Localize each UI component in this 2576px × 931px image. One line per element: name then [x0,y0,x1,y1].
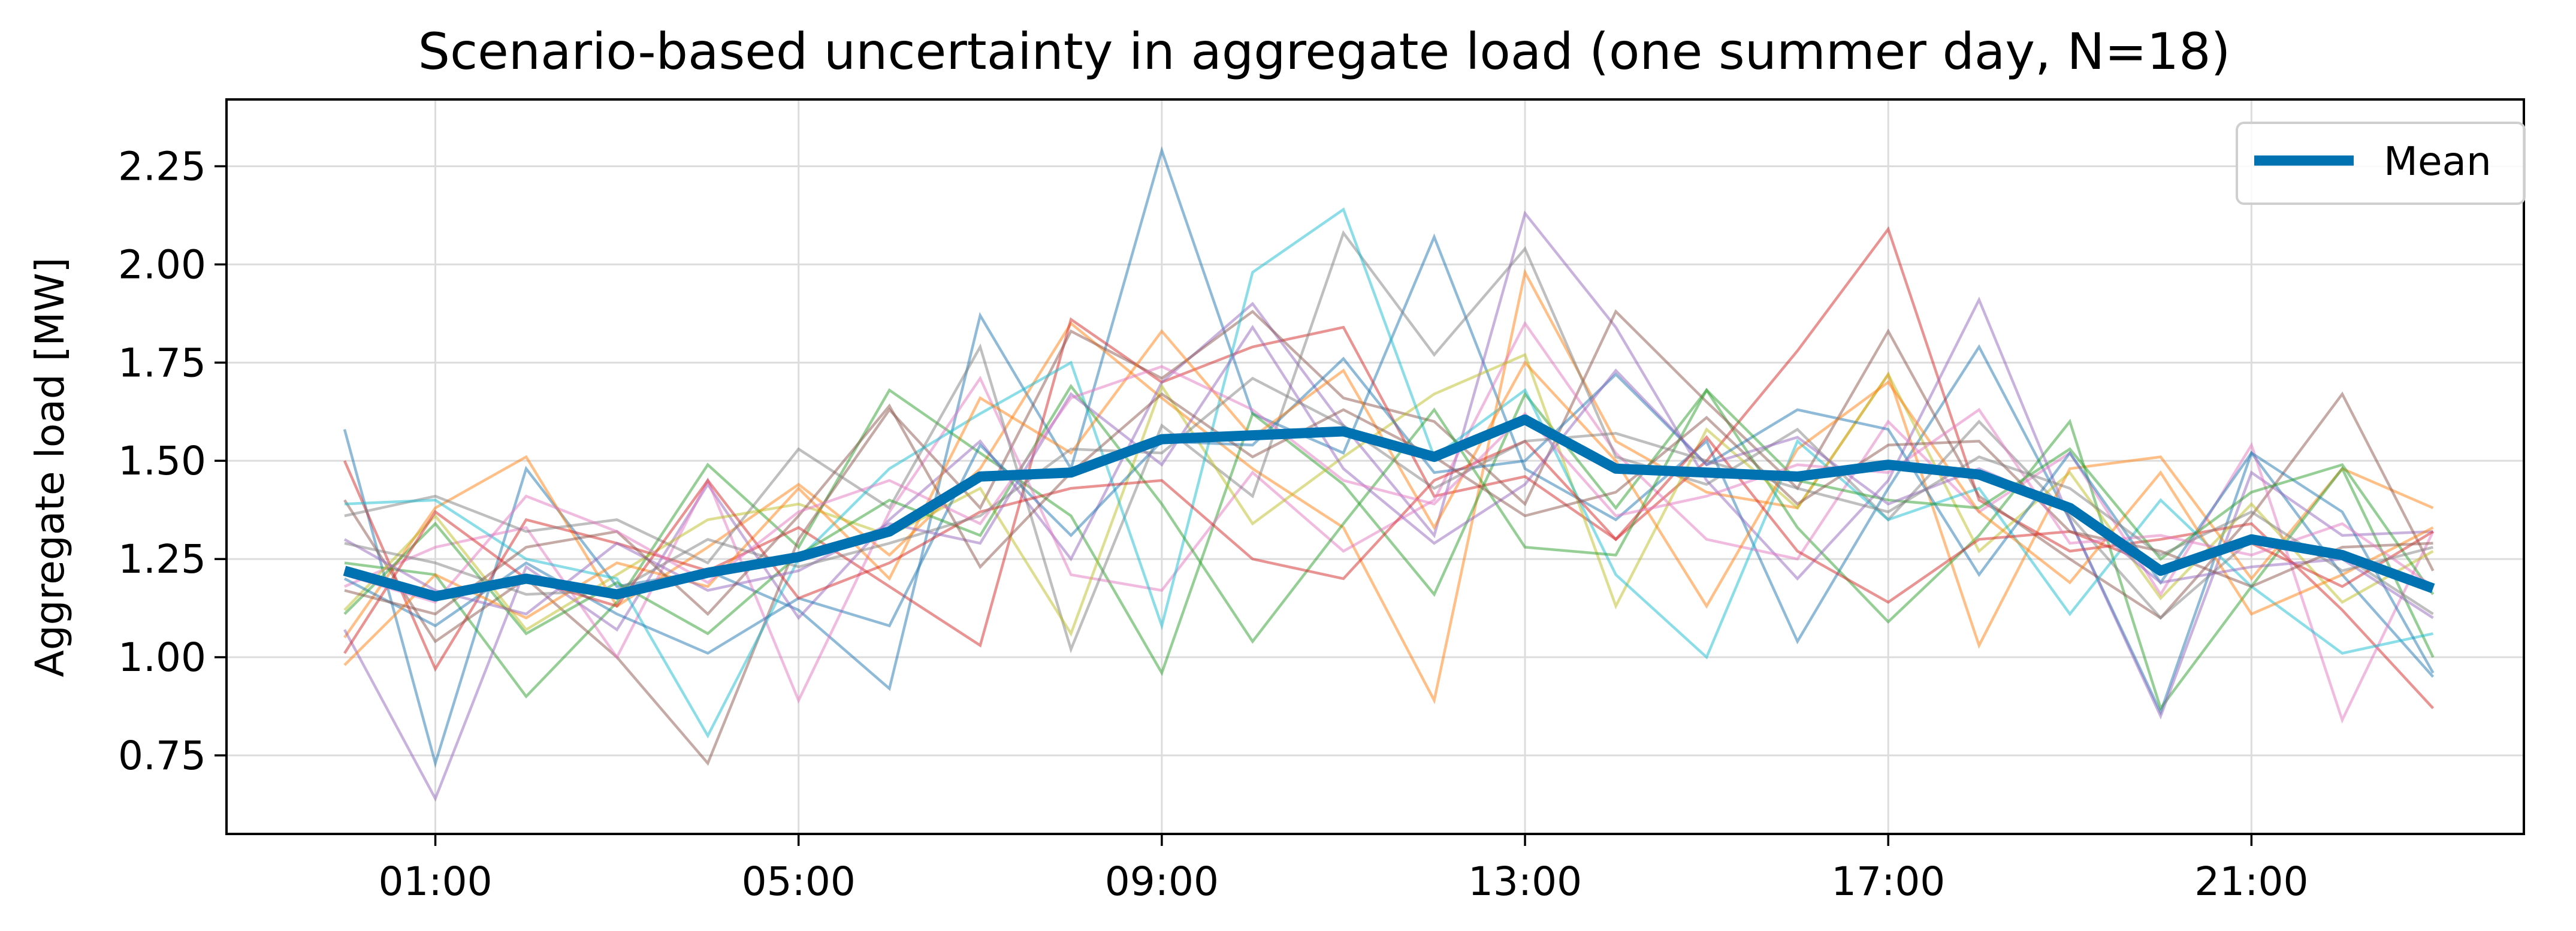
grid [227,99,2524,834]
y-tick-label: 2.25 [118,143,206,189]
y-tick-label: 0.75 [118,733,206,779]
x-tick-label: 09:00 [1105,859,1219,905]
y-axis-label: Aggregate load [MW] [27,258,73,678]
y-tick-label: 1.25 [118,536,206,582]
scenario-line-11 [343,356,2435,674]
x-tick-label: 13:00 [1468,859,1582,905]
y-axis: 0.75 1.00 1.25 1.50 1.75 2.00 2.25 [118,143,227,779]
x-tick-label: 01:00 [378,859,492,905]
scenario-line-8 [344,230,2434,654]
scenario-line-4 [343,226,2435,709]
x-axis: 01:00 05:00 09:00 13:00 17:00 21:00 [378,834,2308,905]
mean-line-layer [343,414,2435,601]
scenario-line-14 [343,435,2434,654]
x-tick-label: 17:00 [1831,859,1945,905]
chart-title: Scenario-based uncertainty in aggregate … [418,22,2231,81]
y-tick-label: 1.50 [118,438,206,484]
y-tick-label: 1.00 [118,634,206,681]
legend: Mean [2236,122,2526,205]
scenario-line-13 [343,383,2435,644]
legend-mean-label: Mean [2384,138,2492,185]
x-tick-label: 21:00 [2194,859,2308,905]
y-tick-label: 1.75 [118,340,206,386]
scenario-lines [343,146,2435,802]
scenario-line-10 [344,207,2433,739]
scenario-line-9 [343,353,2434,637]
scenario-line-18 [344,376,2434,596]
plot-frame [225,98,2525,835]
legend-box [2236,122,2526,205]
x-tick-label: 05:00 [742,859,856,905]
scenario-line-16 [344,392,2433,616]
y-tick-label: 2.00 [118,241,206,288]
scenario-line-6 [343,309,2435,766]
mean-line [343,414,2435,601]
